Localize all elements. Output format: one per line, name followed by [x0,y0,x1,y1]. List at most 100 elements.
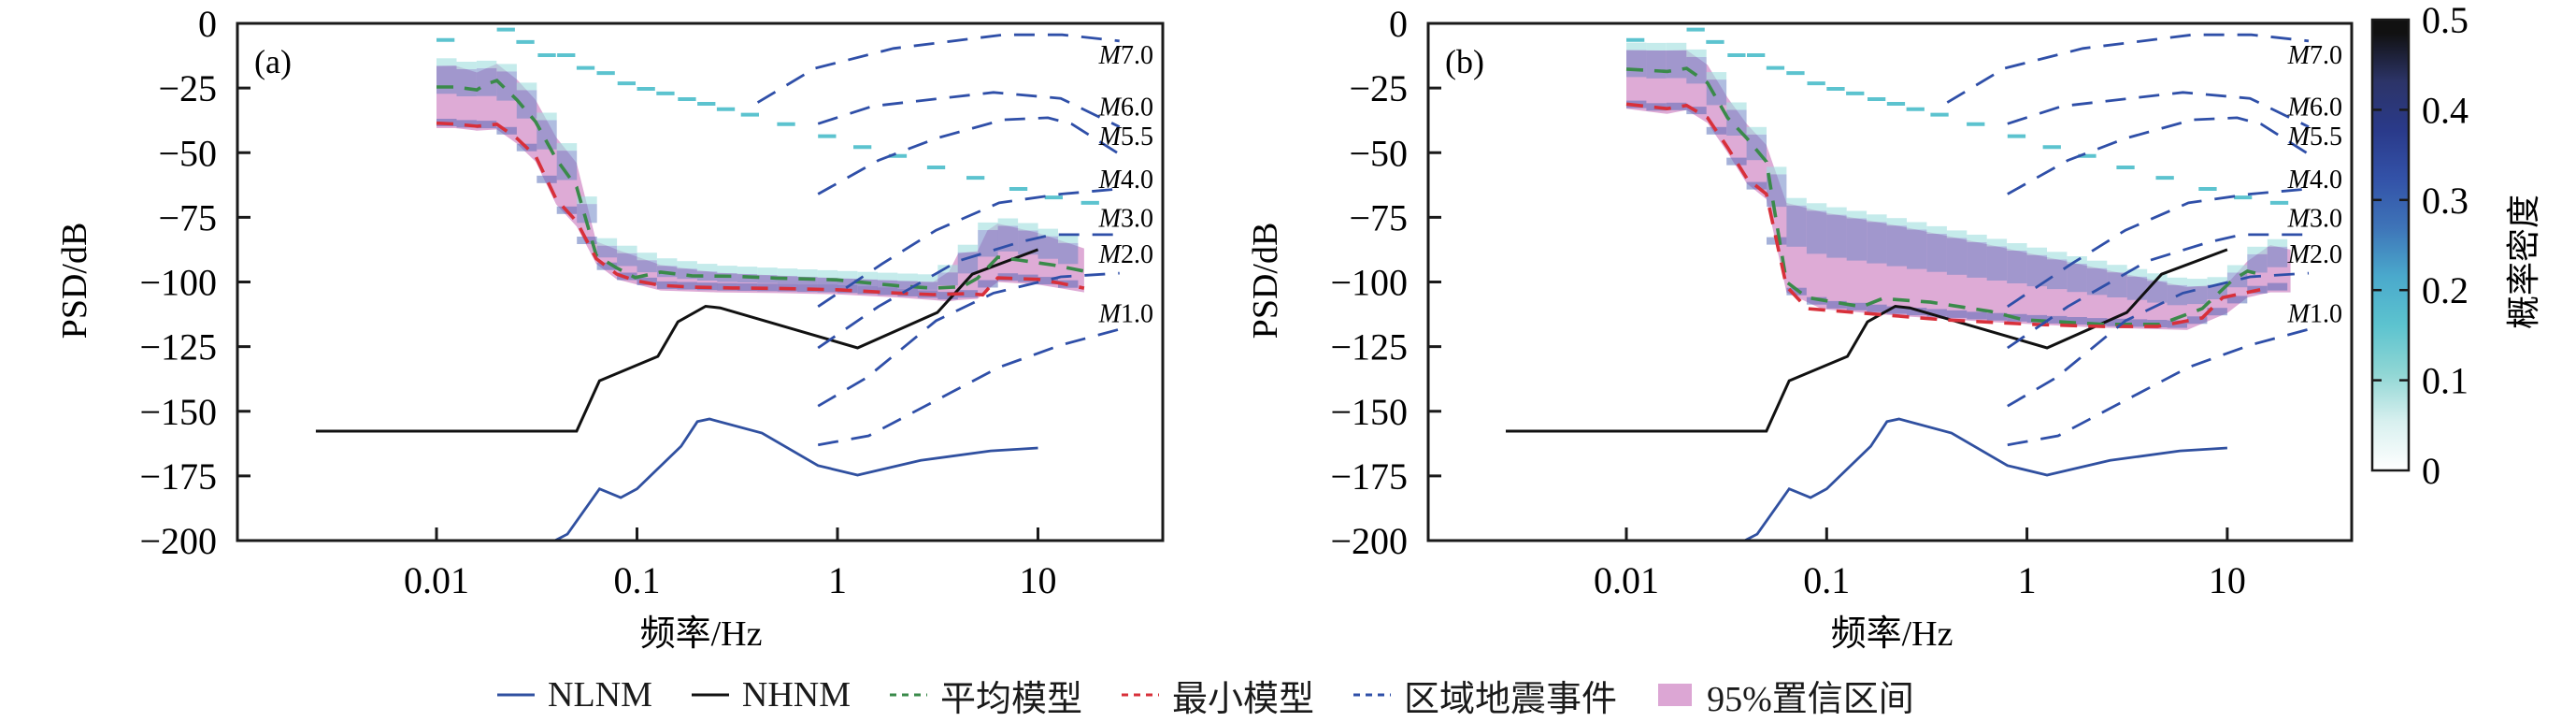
panel-b-eq-label-m: M [2287,166,2311,195]
panel-b-density-cell [1986,312,2008,321]
legend-swatch-regional-earthquakes [1353,693,1392,697]
panel-b-density-cell [1967,241,1987,278]
panel-b-density-cell [1686,49,1707,57]
panel-b-density-cell [2086,318,2108,326]
panel-a-density-cell [737,283,758,291]
panel-b-density-cell [1806,210,1827,254]
panel-b-eq-label-m3-0: M3.0 [2287,204,2342,233]
panel-a-density-cell [737,267,758,275]
panel-a-series-eq-m3-0 [817,233,1120,350]
panel-a-density-cell [777,276,798,284]
panel-a-eq-label-m3-0: M3.0 [1098,204,1153,233]
panel-b-eq-label-value: 4.0 [2310,166,2342,195]
panel-b-density-cell [2126,319,2148,327]
colorbar-tick-label: 0.5 [2422,0,2469,41]
panel-a-density-cell [537,175,557,183]
panel-a-density-cell [496,71,517,101]
panel-b-density-cell [1767,174,1787,208]
panel-a-x-axis-label: 频率/Hz [640,614,763,654]
panel-b-label: (b) [1445,43,1484,80]
panel-b-eq-label-value: 1.0 [2310,300,2342,329]
panel-a-density-cell [837,278,858,286]
panel-a-eq-label-value: 1.0 [1121,300,1153,329]
panel-a-xtick-label: 10 [1020,559,1057,601]
panel-a-eq-label-value: 5.5 [1121,123,1153,152]
panel-b-series-eq-m5-5 [2007,116,2310,195]
panel-a-eq-label-m2-0: M2.0 [1098,240,1153,269]
panel-b-density-cell [2167,277,2187,285]
panel-a-density-cell [476,67,497,96]
panel-a-ytick-label: −150 [139,391,217,433]
panel-a-ytick-label: −25 [158,67,217,109]
panel-b-eq-label-value: 5.5 [2310,123,2342,152]
panel-a-density-cell [516,82,537,91]
panel-b-density-cell [1726,102,1747,110]
panel-a-density-cell [757,275,778,283]
panel-b-eq-label-m: M [2287,240,2311,269]
panel-a-density-cell [817,277,838,285]
legend-label-nhnm: NHNM [741,675,852,715]
panel-a-density-cell [777,268,798,277]
panel-b-density-cell [2226,272,2248,288]
panel-b-density-cell [2107,272,2127,297]
panel-b-xtick-label: 1 [2018,559,2037,601]
panel-b-ytick-label: −175 [1330,455,1408,498]
panel-a-ytick-label: 0 [198,3,217,45]
panel-a-eq-label-m4-0: M4.0 [1098,166,1153,195]
panel-a-density-cell [1038,228,1058,237]
panel-a-density-cell [937,272,958,286]
panel-a-series-eq-m4-0 [817,187,1120,308]
panel-b-density-cell [1986,246,2008,281]
panel-a-density-cell [797,269,818,277]
panel-b-ytick-label: −50 [1349,132,1408,174]
panel-a-density-cell [897,273,918,282]
panel-b-series-nhnm [1506,248,2228,433]
panel-a-density-cell [456,62,477,69]
legend-label-nlnm: NLNM [548,675,652,715]
panel-a-density-cell [1018,230,1038,255]
panel-b-density-cell [2047,259,2068,290]
panel-b-density-cell [1746,126,1767,135]
panel-b-density-cell [1626,42,1647,51]
panel-b-density-cell [1926,225,1947,234]
panel-a-density-cell [617,253,637,267]
panel-a-xtick-label: 0.01 [404,559,469,601]
panel-a-ytick-label: −75 [158,196,217,238]
panel-b-density-cell [1907,308,1927,316]
panel-b-ytick-label: −100 [1330,262,1408,304]
panel-b-density-cell [1686,56,1707,84]
panel-a-density-cell [596,238,618,246]
panel-a-label: (a) [254,43,292,80]
panel-b-ytick-label: 0 [1389,3,1408,45]
panel-b-density-cell [2207,277,2227,285]
panel-a-density-cell [1018,223,1038,231]
legend-item-confidence-interval: 95%置信区间 [1654,670,1914,721]
panel-b-axes: M7.0M6.0M5.5M4.0M3.0M2.0M1.00−25−50−75−1… [1330,3,2354,601]
panel-a-density-cell [917,282,938,290]
panel-b-density-cell [2007,251,2027,283]
panel-a-density-cell [1058,242,1079,265]
panel-a-eq-label-value: 6.0 [1121,94,1153,123]
panel-a-density-cell [476,60,497,68]
panel-a-series-min-model [436,121,1085,297]
panel-b-density-cell [1967,311,1987,320]
panel-b-xtick-label: 0.1 [1803,559,1850,601]
panel-a-series-eq-m2-0 [817,271,1120,408]
colorbar-tick-label: 0.1 [2422,360,2469,402]
panel-a-density-cell [476,121,497,129]
colorbar-label: 概率密度 [2505,195,2542,329]
panel-b-density-cell [2267,282,2288,291]
legend-label-regional-earthquakes: 区域地震事件 [1404,679,1618,719]
panel-a-density-cell [1058,235,1079,243]
panel-b-density-cell [1666,50,1687,79]
panel-b-ytick-label: −200 [1330,520,1408,562]
panel-b-density-cell [1867,304,1887,312]
panel-a-density-cell [978,280,998,288]
colorbar: 0 0.1 0.2 0.3 0.4 0.5 概率密度 [2370,0,2542,492]
panel-b-density-cell [1867,222,1887,264]
panel-a-series-nlnm [554,417,1038,541]
panel-b-density-cell [2047,252,2068,260]
panel-b-density-cell [2026,314,2047,323]
panel-b-density-cell [2047,315,2068,324]
legend-label-confidence-interval: 95%置信区间 [1707,679,1914,719]
